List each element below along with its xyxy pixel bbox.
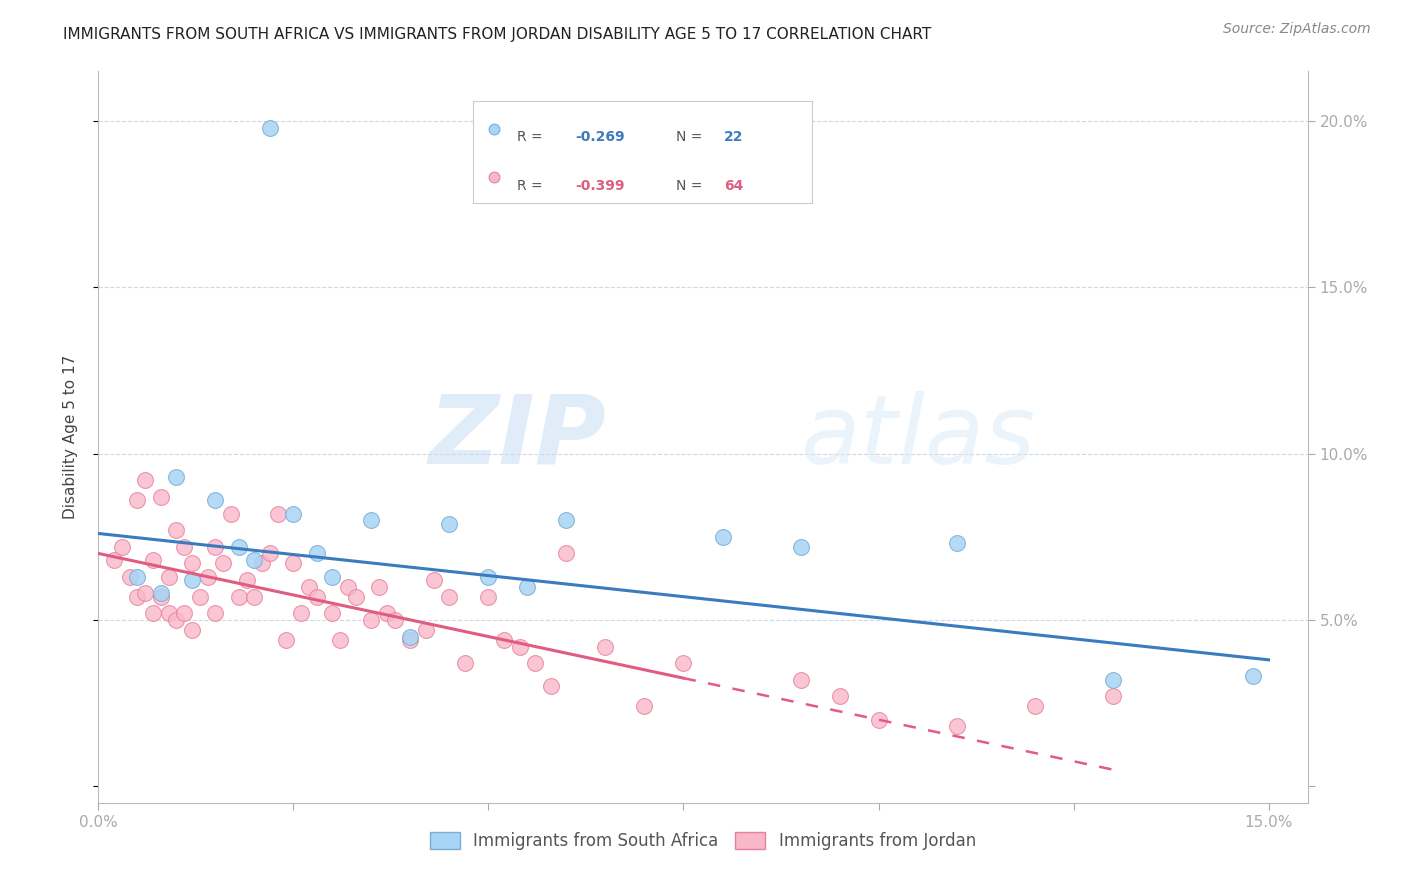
Point	[494, 632, 516, 647]
Point	[516, 580, 538, 594]
Point	[672, 656, 695, 670]
Point	[134, 473, 156, 487]
Point	[134, 586, 156, 600]
Point	[375, 607, 398, 621]
Point	[439, 516, 461, 531]
Point	[219, 507, 242, 521]
Point	[868, 713, 890, 727]
Point	[204, 493, 226, 508]
Point	[555, 546, 578, 560]
Legend: Immigrants from South Africa, Immigrants from Jordan: Immigrants from South Africa, Immigrants…	[423, 825, 983, 856]
Point	[454, 656, 477, 670]
Point	[329, 632, 352, 647]
Point	[368, 580, 391, 594]
Point	[524, 656, 547, 670]
Text: atlas: atlas	[800, 391, 1035, 483]
Point	[111, 540, 134, 554]
Point	[290, 607, 312, 621]
Point	[118, 570, 141, 584]
Point	[1024, 699, 1046, 714]
Point	[283, 557, 305, 571]
Point	[555, 513, 578, 527]
Point	[1241, 669, 1264, 683]
Point	[267, 507, 290, 521]
Point	[945, 719, 967, 733]
Point	[477, 570, 499, 584]
Point	[360, 513, 382, 527]
Point	[298, 580, 321, 594]
Y-axis label: Disability Age 5 to 17: Disability Age 5 to 17	[63, 355, 77, 519]
Point	[212, 557, 235, 571]
Text: Source: ZipAtlas.com: Source: ZipAtlas.com	[1223, 22, 1371, 37]
Point	[142, 553, 165, 567]
Point	[305, 546, 328, 560]
Point	[360, 613, 382, 627]
Point	[321, 570, 343, 584]
Point	[204, 540, 226, 554]
Point	[384, 613, 406, 627]
Point	[228, 540, 250, 554]
Point	[305, 590, 328, 604]
Point	[149, 586, 172, 600]
Point	[595, 640, 617, 654]
Point	[157, 607, 180, 621]
Point	[127, 493, 149, 508]
Point	[252, 557, 274, 571]
Point	[127, 590, 149, 604]
Point	[283, 507, 305, 521]
Point	[103, 553, 125, 567]
Point	[509, 640, 531, 654]
Point	[181, 623, 204, 637]
Point	[228, 590, 250, 604]
Text: ZIP: ZIP	[429, 391, 606, 483]
Point	[789, 540, 811, 554]
Point	[1101, 690, 1123, 704]
Point	[127, 570, 149, 584]
Point	[243, 553, 266, 567]
Point	[197, 570, 219, 584]
Point	[274, 632, 297, 647]
Point	[173, 607, 195, 621]
Point	[181, 557, 204, 571]
Point	[321, 607, 343, 621]
Point	[173, 540, 195, 554]
Point	[165, 470, 187, 484]
Point	[165, 523, 187, 537]
Point	[1101, 673, 1123, 687]
Point	[157, 570, 180, 584]
Point	[828, 690, 851, 704]
Text: IMMIGRANTS FROM SOUTH AFRICA VS IMMIGRANTS FROM JORDAN DISABILITY AGE 5 TO 17 CO: IMMIGRANTS FROM SOUTH AFRICA VS IMMIGRAN…	[63, 27, 932, 42]
Point	[344, 590, 367, 604]
Point	[243, 590, 266, 604]
Point	[540, 680, 562, 694]
Point	[945, 536, 967, 550]
Point	[259, 546, 281, 560]
Point	[477, 590, 499, 604]
Point	[415, 623, 437, 637]
Point	[235, 573, 257, 587]
Point	[142, 607, 165, 621]
Point	[423, 573, 446, 587]
Point	[149, 590, 172, 604]
Point	[181, 573, 204, 587]
Point	[439, 590, 461, 604]
Point	[633, 699, 655, 714]
Point	[711, 530, 734, 544]
Point	[337, 580, 360, 594]
Point	[399, 632, 422, 647]
Point	[259, 120, 281, 135]
Point	[789, 673, 811, 687]
Point	[149, 490, 172, 504]
Point	[204, 607, 226, 621]
Point	[165, 613, 187, 627]
Point	[399, 630, 422, 644]
Point	[188, 590, 211, 604]
